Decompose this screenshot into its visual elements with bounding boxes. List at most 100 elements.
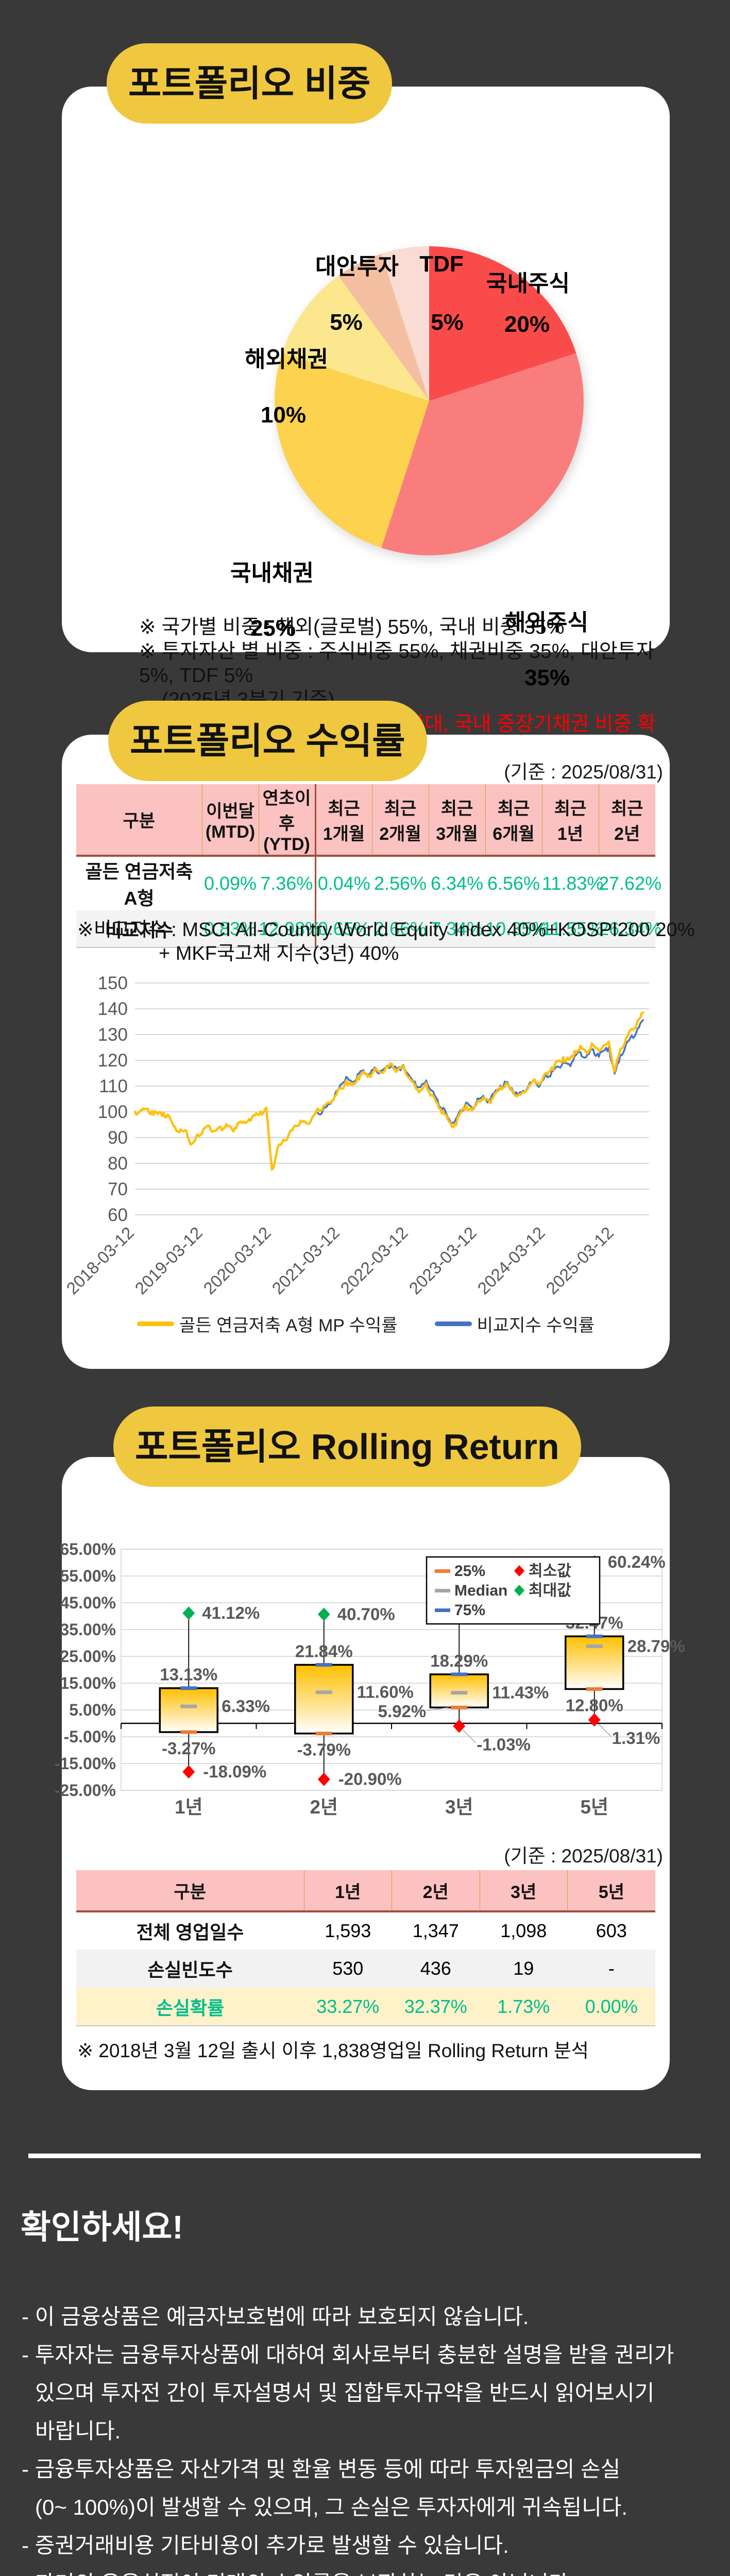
legend-item-benchmark: 비교지수 수익률: [434, 1311, 595, 1336]
pie-slice-value-2: 25%: [250, 616, 296, 641]
row-label-1: 손실빈도수: [147, 1959, 233, 1980]
cell-2-0: 33.27%: [304, 1988, 392, 2026]
row-label-0: 전체 영업일수: [136, 1922, 244, 1943]
disclaimer-line-7: - 과거의 운용실적이 미래의 수익률을 보장하는 것은 아닙니다.: [22, 2565, 715, 2576]
col-header-3: 최근 1개월: [315, 784, 372, 857]
svg-text:21.84%: 21.84%: [295, 1641, 353, 1660]
cell-1-1: 436: [420, 1958, 451, 1979]
rolling-analysis-note: ※ 2018년 3월 12일 출시 이후 1,838영업일 Rolling Re…: [77, 2040, 589, 2061]
cell-2-1: 32.37%: [392, 1988, 480, 2026]
cell-1-7: 26.34%: [599, 910, 661, 948]
svg-text:-5.00%: -5.00%: [64, 1727, 116, 1746]
svg-text:2022-03-12: 2022-03-12: [336, 1223, 412, 1298]
col-header-6: 최근 6개월: [485, 784, 542, 857]
svg-text:130: 130: [98, 1025, 128, 1045]
pie-slice-name-4: 대안투자: [315, 254, 399, 279]
cell-1-2: 19: [513, 1958, 534, 1979]
svg-text:Median: Median: [454, 1582, 507, 1599]
row-label-1: 비교지수: [76, 910, 202, 948]
portfolio-pie-chart: [275, 246, 584, 555]
svg-text:110: 110: [99, 1076, 128, 1096]
cell-1-1: 12.98%: [259, 910, 321, 948]
table-row-1: 손실빈도수 530 436 19 -: [76, 1950, 655, 1988]
svg-text:-1.03%: -1.03%: [477, 1735, 531, 1754]
pie-slice-name-5: TDF: [419, 251, 464, 277]
col-header-0: 구분: [76, 1870, 304, 1912]
row-label-2: 손실확률: [76, 1988, 304, 2026]
returns-table: 구분 이번달 (MTD) 연초이후 (YTD) 최근 1개월 최근 2개월 최근 3개월 최…: [76, 784, 661, 948]
line-chart-legend: 골든 연금저축 A형 MP 수익률 비교지수 수익률: [72, 1311, 659, 1336]
svg-text:2025-03-12: 2025-03-12: [542, 1223, 617, 1298]
cell-0-1: 7.36%: [259, 856, 316, 910]
cell-0-6: 11.83%: [542, 873, 604, 894]
svg-text:2년: 2년: [310, 1797, 338, 1818]
pie-slice-value-3: 10%: [260, 402, 307, 428]
gold-line-swatch-icon: [137, 1321, 174, 1326]
rolling-table: 구분 1년 2년 3년 5년 전체 영업일수 1,593 1,347 1,098 603 손실빈도수…: [76, 1870, 655, 2026]
cell-0-5: 6.56%: [487, 873, 540, 894]
svg-text:2018-03-12: 2018-03-12: [62, 1223, 138, 1298]
disclaimer-line-1: - 투자자는 금융투자상품에 대하여 회사로부터 충분한 설명을 받을 권리가: [22, 2343, 674, 2367]
pie-slice-value-1: 35%: [524, 665, 570, 690]
pie-slice-value-4: 5%: [330, 310, 363, 335]
svg-text:1년: 1년: [175, 1797, 203, 1818]
benchmark-note-line1: ※비교지수 : MSCI All-Country World Equity In…: [77, 919, 695, 941]
disclaimer-line-5: (0~ 100%)이 발생할 수 있으며, 그 손실은 투자자에게 귀속됩니다.: [35, 2495, 628, 2519]
legend-item-mp: 골든 연금저축 A형 MP 수익률: [137, 1311, 398, 1336]
svg-text:최대값: 최대값: [529, 1582, 571, 1599]
svg-text:2020-03-12: 2020-03-12: [199, 1223, 275, 1298]
row-label-0: 골든 연금저축 A형: [85, 861, 193, 909]
svg-text:-3.27%: -3.27%: [162, 1739, 216, 1758]
svg-text:45.00%: 45.00%: [60, 1594, 116, 1612]
cell-0-3: 2.56%: [374, 873, 427, 894]
svg-text:60.24%: 60.24%: [608, 1552, 666, 1571]
legend-label-mp: 골든 연금저축 A형 MP 수익률: [179, 1316, 398, 1335]
cell-1-0: 530: [332, 1958, 364, 1979]
svg-text:-25.00%: -25.00%: [55, 1781, 116, 1800]
svg-text:90: 90: [108, 1128, 128, 1148]
pie-slice-name-3: 해외채권: [245, 347, 328, 372]
footer-divider: [28, 2154, 701, 2158]
benchmark-note-line2: + MKF국고채 지수(3년) 40%: [159, 943, 399, 964]
rolling-return-box-chart: 65.00% 55.00% 45.00% 35.00% 25.00% 15.00% 5.00…: [55, 1540, 685, 1818]
svg-text:11.43%: 11.43%: [492, 1683, 549, 1702]
cell-0-3: 603: [596, 1920, 627, 1941]
svg-text:150: 150: [98, 973, 128, 993]
disclaimer-list: - 이 금융상품은 예금자보호법에 따라 보호되지 않습니다. - 투자자는 금융…: [22, 2298, 715, 2576]
pie-slice-name-1: 해외주식: [505, 610, 588, 635]
col-header-2: 2년: [392, 1870, 480, 1912]
svg-text:70: 70: [108, 1179, 128, 1199]
pie-slice-name-0: 국내주식: [486, 271, 570, 296]
cell-0-1: 1,347: [412, 1920, 459, 1941]
svg-text:5.92%: 5.92%: [378, 1702, 427, 1721]
benchmark-note: ※비교지수 : MSCI All-Country World Equity In…: [77, 918, 695, 965]
section-returns-badge: 포트폴리오 수익률: [108, 701, 427, 781]
returns-line-chart: 150 140 130 120 110 100 90 80 70 602018-03-122019…: [62, 973, 649, 1298]
svg-text:60: 60: [108, 1205, 128, 1225]
col-header-2: 연초이후 (YTD): [259, 784, 316, 857]
disclaimer-line-2: 있으며 투자전 간이 투자설명서 및 집합투자규약을 반드시 읽어보시기: [35, 2381, 655, 2405]
svg-text:최소값: 최소값: [529, 1563, 571, 1580]
col-header-4: 최근 2개월: [372, 784, 429, 857]
cell-0-4: 6.34%: [430, 873, 484, 894]
table-row-0: 골든 연금저축 A형 0.09% 7.36% 0.04% 2.56% 6.34% 6.56%…: [76, 856, 661, 910]
cell-0-0: 0.09%: [203, 873, 257, 894]
svg-text:41.12%: 41.12%: [202, 1603, 260, 1622]
cell-1-3: -: [608, 1958, 615, 1979]
svg-text:25%: 25%: [454, 1563, 485, 1580]
cell-1-4: 7.34%: [429, 910, 485, 948]
svg-text:5.00%: 5.00%: [69, 1701, 116, 1719]
svg-text:65.00%: 65.00%: [60, 1540, 116, 1558]
svg-text:2024-03-12: 2024-03-12: [473, 1223, 549, 1298]
disclaimer-line-0: - 이 금융상품은 예금자보호법에 따라 보호되지 않습니다.: [22, 2304, 529, 2329]
svg-text:120: 120: [98, 1050, 128, 1071]
pie-slice-value-5: 5%: [431, 310, 464, 335]
svg-text:2021-03-12: 2021-03-12: [268, 1223, 343, 1298]
pie-slice-name-2: 국내채권: [230, 561, 314, 586]
col-header-3: 3년: [480, 1870, 568, 1912]
col-header-7: 최근 1년: [542, 784, 599, 857]
section-rolling-badge: 포트폴리오 Rolling Return: [113, 1406, 581, 1487]
pie-slice-value-0: 20%: [504, 312, 550, 337]
svg-text:-20.90%: -20.90%: [338, 1770, 402, 1789]
